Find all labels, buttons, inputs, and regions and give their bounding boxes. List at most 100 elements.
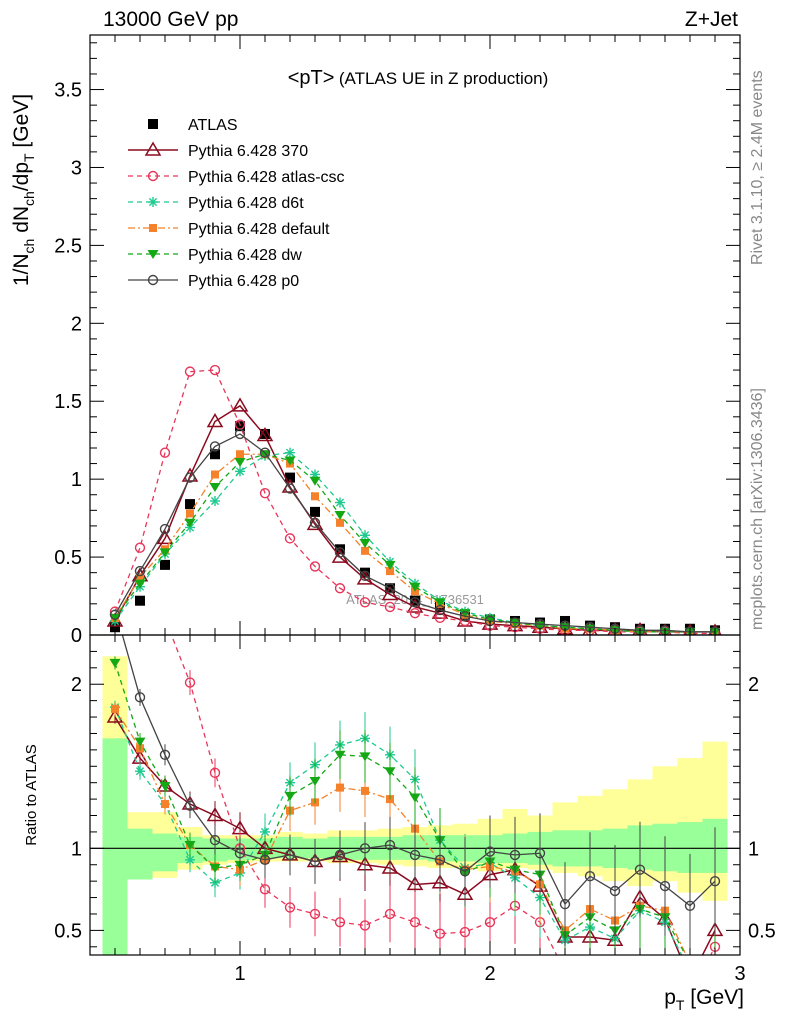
header-right: Z+Jet: [685, 8, 738, 31]
legend-marker-dw: [147, 250, 159, 259]
point-p0: [134, 565, 146, 577]
atlas-data-point: [235, 421, 245, 432]
point-atlascsc: [384, 601, 396, 613]
point-p370: [156, 529, 174, 545]
ratio-point-atlascsc: [309, 908, 321, 920]
ratio-point-p0: [384, 839, 396, 851]
mc-band-inner: [152, 833, 178, 872]
atlas-data-point: [310, 506, 320, 517]
atlas-data-point: [185, 499, 195, 510]
axes: 1 2 3 0 0.5 1 1.5 2 2.5 3 3.5 0.5 0.5 1 1 2 2: [54, 34, 776, 985]
legend-marker-d6t: [148, 197, 158, 207]
point-p0: [409, 597, 421, 608]
legend-label: Pythia 6.428 dw: [188, 247, 302, 264]
ratio-point-p370: [683, 973, 697, 985]
point-dw: [409, 582, 421, 592]
point-p0: [234, 428, 246, 440]
atlas-data-point: [260, 428, 270, 439]
ratio-point-atlascsc: [259, 884, 271, 895]
atlas-data-point: [110, 622, 120, 633]
ratio-point-p0: [509, 849, 521, 861]
main-plot-area: [106, 364, 722, 635]
ratio-point-dw: [685, 959, 696, 968]
point-atlascsc: [134, 542, 146, 553]
legend-item-default: Pythia 6.428 default: [128, 221, 330, 238]
ratio-point-p0: [409, 849, 421, 861]
ratio-point-p0: [659, 880, 671, 892]
y-tick-label: 2: [71, 313, 82, 335]
ratio-point-dw: [384, 767, 396, 777]
rivet-label: Rivet 3.1.10, ≥ 2.4M events: [749, 70, 766, 265]
point-d6t: [235, 466, 245, 477]
ratio-point-atlascsc: [284, 902, 296, 913]
point-atlascsc: [184, 366, 196, 377]
point-d6t: [335, 497, 345, 508]
ratio-point-default: [711, 959, 719, 967]
point-default: [186, 509, 194, 518]
ratio-point-atlascsc: [359, 920, 371, 931]
point-dw: [434, 598, 446, 608]
ratio-point-p0: [709, 875, 721, 887]
mcplots-label: mcplots.cern.ch [arXiv:1306.3436]: [749, 388, 766, 630]
ratio-point-default: [336, 783, 344, 792]
point-dw: [459, 609, 471, 619]
point-p0: [284, 483, 296, 494]
point-p0: [384, 583, 396, 594]
legend-item-p0: Pythia 6.428 p0: [128, 273, 299, 290]
ratio-point-p0: [234, 848, 246, 859]
ratio-point-dw: [359, 752, 371, 762]
point-dw: [209, 482, 221, 492]
ratio-point-d6t: [185, 854, 195, 865]
point-default: [361, 546, 369, 555]
ratio-point-atlascsc: [409, 916, 421, 928]
atlas-data-point: [285, 472, 295, 483]
ratio-plot-area: [90, 614, 740, 985]
ratio-point-dw: [284, 791, 296, 801]
y-tick-label: 3.5: [54, 80, 82, 102]
ratio-point-atlascsc: [161, 614, 170, 623]
point-dw: [284, 456, 296, 466]
series-line-p0: [114, 433, 715, 633]
point-p370: [231, 397, 249, 412]
x-tick-label: 2: [484, 963, 495, 985]
point-default: [386, 567, 394, 576]
ratio-point-atlascsc: [636, 975, 645, 984]
ratio-point-dw: [159, 781, 171, 791]
ratio-point-dw: [409, 793, 421, 803]
point-p0: [684, 626, 696, 635]
ratio-point-p0: [184, 800, 196, 811]
legend-marker-atlascsc: [147, 170, 159, 182]
ratio-point-p0: [684, 900, 696, 911]
point-atlascsc: [284, 533, 296, 544]
point-dw: [259, 450, 271, 460]
y-tick-label: 0.5: [54, 547, 82, 569]
point-atlascsc: [434, 612, 446, 624]
ratio-point-default: [361, 786, 369, 795]
point-p370: [381, 585, 399, 601]
ratio-point-atlascsc: [586, 959, 595, 968]
ratio-point-atlascsc: [561, 967, 570, 976]
y-tick-label: 0: [71, 625, 82, 647]
point-p0: [184, 472, 196, 483]
point-atlascsc: [209, 364, 221, 376]
legend-marker-p0: [147, 274, 159, 286]
ratio-point-atlascsc: [434, 928, 446, 939]
ratio-plot: [90, 614, 740, 985]
point-dw: [184, 518, 196, 528]
point-atlascsc: [259, 487, 271, 499]
point-dw: [334, 511, 346, 520]
y-tick-label: 1: [71, 469, 82, 491]
ratio-point-p0: [434, 854, 446, 866]
ratio-point-p0: [134, 692, 146, 703]
legend-item-p370: Pythia 6.428 370: [128, 141, 308, 160]
ratio-y-tick-label: 0.5: [54, 920, 82, 942]
y-tick-label: 2.5: [54, 235, 82, 257]
mc-band-inner: [102, 738, 128, 955]
ratio-point-p0: [634, 864, 646, 875]
ratio-point-default: [161, 800, 169, 809]
ratio-ylabel: Ratio to ATLAS: [23, 744, 40, 845]
point-dw: [134, 579, 146, 589]
ratio-point-p0: [559, 898, 571, 910]
ratio-point-dw: [309, 777, 321, 787]
point-d6t: [360, 530, 370, 541]
